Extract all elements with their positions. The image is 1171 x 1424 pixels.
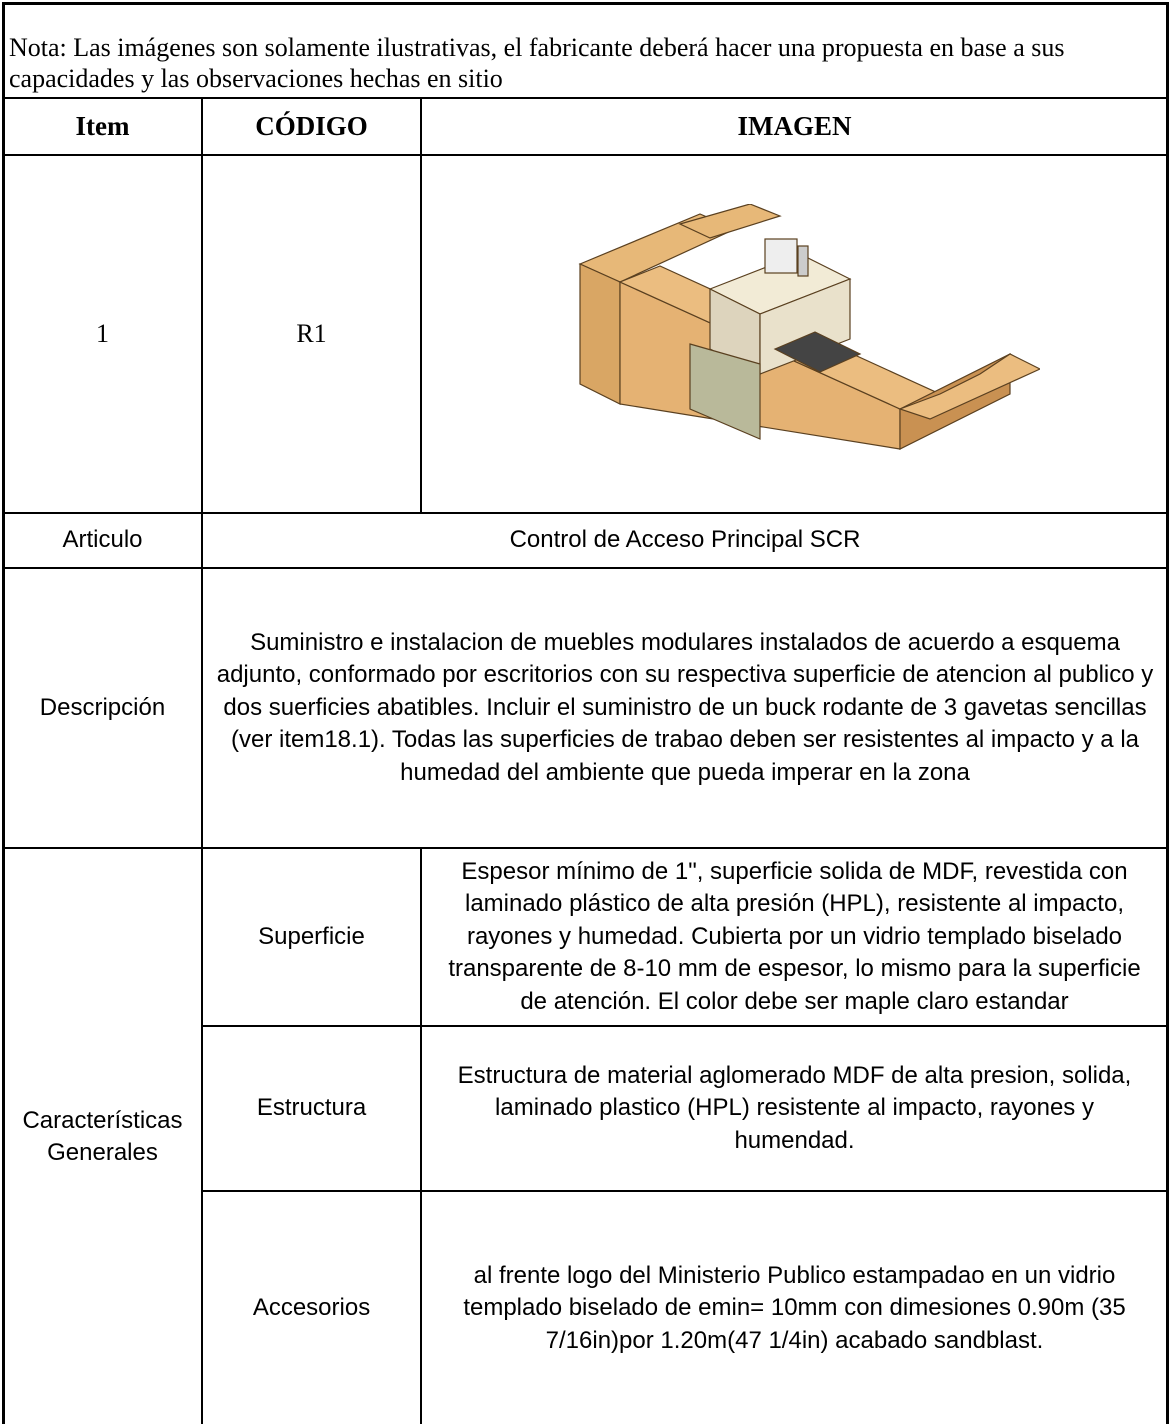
image-cell (420, 154, 1169, 514)
row-label: Articulo (2, 512, 203, 569)
item-code: R1 (201, 154, 422, 514)
desk-illustration (577, 204, 1040, 450)
item-number: 1 (2, 154, 203, 514)
sub-label: Accesorios (201, 1190, 422, 1424)
sub-value: Espesor mínimo de 1", superficie solida … (420, 847, 1169, 1027)
row-label: Descripción (2, 567, 203, 849)
header-cell: Item (2, 97, 203, 156)
sub-label: Estructura (201, 1025, 422, 1192)
sub-label: Superficie (201, 847, 422, 1027)
row-value: Suministro e instalacion de muebles modu… (201, 567, 1169, 849)
row-value: Control de Acceso Principal SCR (201, 512, 1169, 569)
header-cell: CÓDIGO (201, 97, 422, 156)
header-cell: IMAGEN (420, 97, 1169, 156)
sub-value: Estructura de material aglomerado MDF de… (420, 1025, 1169, 1192)
sub-value: al frente logo del Ministerio Publico es… (420, 1190, 1169, 1424)
note: Nota: Las imágenes son solamente ilustra… (2, 2, 1169, 99)
row-label: Características Generales (2, 847, 203, 1424)
